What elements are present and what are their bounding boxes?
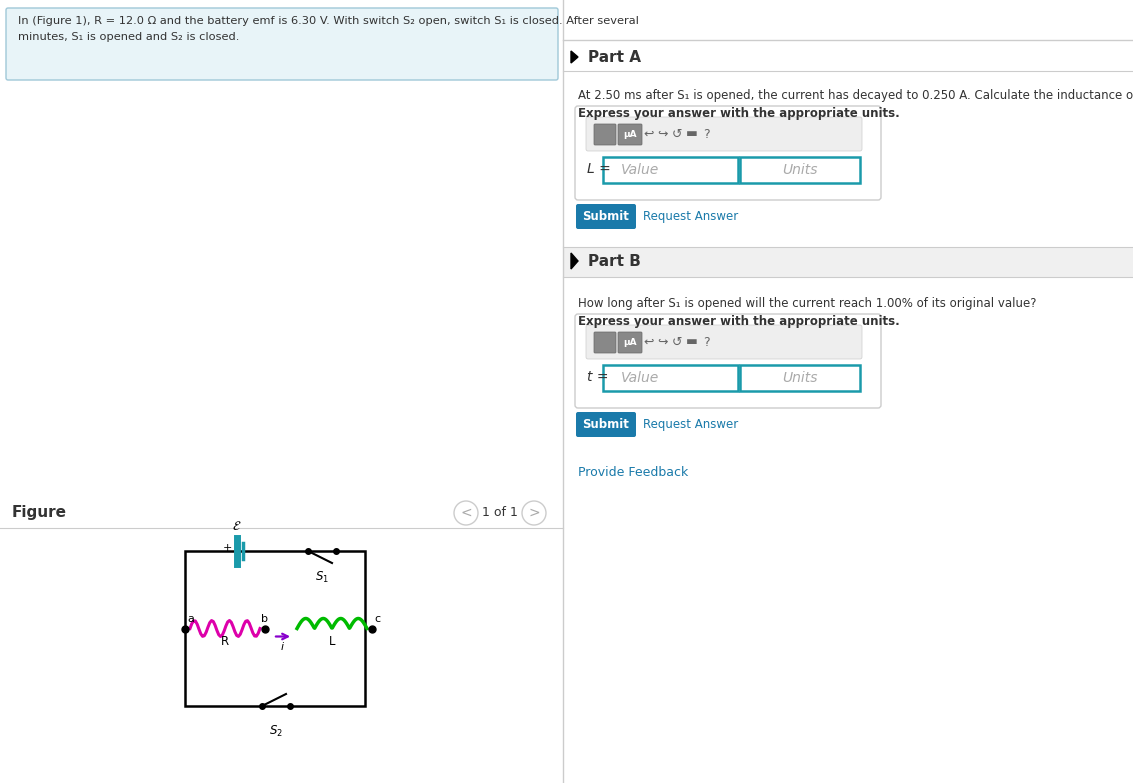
Polygon shape: [571, 51, 578, 63]
Polygon shape: [571, 253, 578, 269]
Text: Value: Value: [621, 371, 659, 385]
Text: Value: Value: [621, 163, 659, 177]
FancyBboxPatch shape: [740, 365, 860, 391]
FancyBboxPatch shape: [563, 247, 1133, 277]
Text: ?: ?: [702, 128, 709, 140]
Text: Submit: Submit: [582, 210, 630, 223]
Text: c: c: [374, 614, 381, 623]
Text: At 2.50 ms after S₁ is opened, the current has decayed to 0.250 A. Calculate the: At 2.50 ms after S₁ is opened, the curre…: [578, 89, 1133, 102]
FancyBboxPatch shape: [617, 124, 642, 145]
Text: ▬: ▬: [687, 128, 698, 140]
Text: In (Figure 1), R = 12.0 Ω and the battery emf is 6.30 V. With switch S₂ open, sw: In (Figure 1), R = 12.0 Ω and the batter…: [18, 16, 639, 26]
FancyBboxPatch shape: [586, 325, 862, 359]
Text: ?: ?: [702, 335, 709, 348]
Text: ▬: ▬: [687, 335, 698, 348]
Text: ↺: ↺: [672, 335, 682, 348]
Text: >: >: [528, 506, 539, 520]
Text: Submit: Submit: [582, 418, 630, 431]
Text: Provide Feedback: Provide Feedback: [578, 467, 688, 479]
FancyBboxPatch shape: [740, 157, 860, 183]
FancyBboxPatch shape: [6, 8, 557, 80]
Text: L =: L =: [587, 162, 611, 176]
Text: Express your answer with the appropriate units.: Express your answer with the appropriate…: [578, 315, 900, 328]
Text: Request Answer: Request Answer: [644, 418, 739, 431]
Text: Request Answer: Request Answer: [644, 210, 739, 223]
Text: $\mathcal{E}$: $\mathcal{E}$: [232, 521, 241, 533]
FancyBboxPatch shape: [603, 365, 738, 391]
Text: Part A: Part A: [588, 49, 641, 64]
Text: <: <: [460, 506, 471, 520]
Text: minutes, S₁ is opened and S₂ is closed.: minutes, S₁ is opened and S₂ is closed.: [18, 32, 239, 42]
Text: L: L: [329, 635, 335, 648]
Text: a: a: [187, 614, 194, 623]
Text: Units: Units: [782, 371, 818, 385]
Text: b: b: [261, 614, 267, 623]
FancyBboxPatch shape: [594, 124, 616, 145]
Text: ↺: ↺: [672, 128, 682, 140]
FancyBboxPatch shape: [586, 117, 862, 151]
Text: +: +: [222, 543, 231, 553]
Text: $S_1$: $S_1$: [315, 570, 329, 585]
Text: t =: t =: [587, 370, 608, 384]
FancyBboxPatch shape: [594, 332, 616, 353]
Bar: [185, 551, 365, 706]
FancyBboxPatch shape: [617, 332, 642, 353]
Text: Figure: Figure: [12, 506, 67, 521]
Text: $S_2$: $S_2$: [269, 724, 283, 739]
Text: ↩: ↩: [644, 128, 654, 140]
Text: How long after S₁ is opened will the current reach 1.00% of its original value?: How long after S₁ is opened will the cur…: [578, 297, 1037, 310]
Text: Express your answer with the appropriate units.: Express your answer with the appropriate…: [578, 107, 900, 120]
Text: μA: μA: [623, 130, 637, 139]
FancyBboxPatch shape: [576, 204, 636, 229]
Text: Units: Units: [782, 163, 818, 177]
Text: μA: μA: [623, 338, 637, 347]
Text: ↪: ↪: [658, 335, 668, 348]
FancyBboxPatch shape: [576, 314, 881, 408]
Text: ↪: ↪: [658, 128, 668, 140]
FancyBboxPatch shape: [576, 412, 636, 437]
Text: 1 of 1: 1 of 1: [482, 507, 518, 519]
FancyBboxPatch shape: [576, 106, 881, 200]
Text: $i$: $i$: [281, 640, 286, 652]
Text: ↩: ↩: [644, 335, 654, 348]
Text: Part B: Part B: [588, 254, 641, 269]
Text: R: R: [221, 635, 229, 648]
FancyBboxPatch shape: [603, 157, 738, 183]
